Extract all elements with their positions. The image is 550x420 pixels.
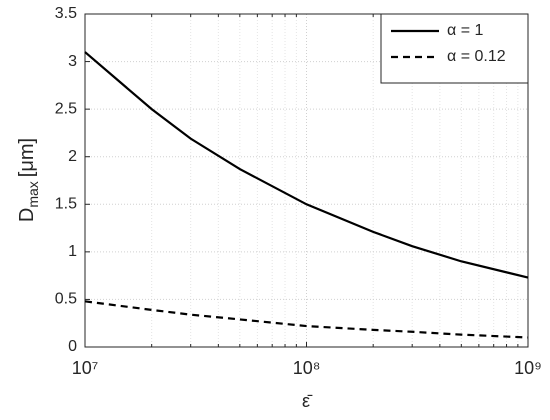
axes-box <box>84 13 529 348</box>
line <box>84 51 529 279</box>
x-tick-label: 10⁷ <box>72 358 99 378</box>
y-label-main: D <box>16 208 38 222</box>
x-tick-label: 10⁹ <box>514 358 542 378</box>
y-tick-label: 3 <box>68 53 77 70</box>
y-tick-label: 1.5 <box>55 196 77 213</box>
legend-box <box>380 13 529 84</box>
y-axis-label: Dmax [μm] <box>16 138 40 222</box>
legend-label: α = 1 <box>447 22 483 39</box>
y-tick-label: 0.5 <box>55 291 77 308</box>
y-tick-label: 2 <box>68 148 77 165</box>
y-tick-label: 2.5 <box>55 100 77 117</box>
x-tick-label: 10⁸ <box>293 358 321 378</box>
line <box>84 300 529 339</box>
y-label-unit: [μm] <box>16 138 38 177</box>
x-axis-label: ε̄ <box>302 391 313 411</box>
y-tick-label: 3.5 <box>55 5 77 22</box>
y-tick-label: 1 <box>68 243 77 260</box>
y-label-sub: max <box>25 181 41 207</box>
y-tick-label: 0 <box>68 338 77 355</box>
legend-label: α = 0.12 <box>447 48 506 65</box>
